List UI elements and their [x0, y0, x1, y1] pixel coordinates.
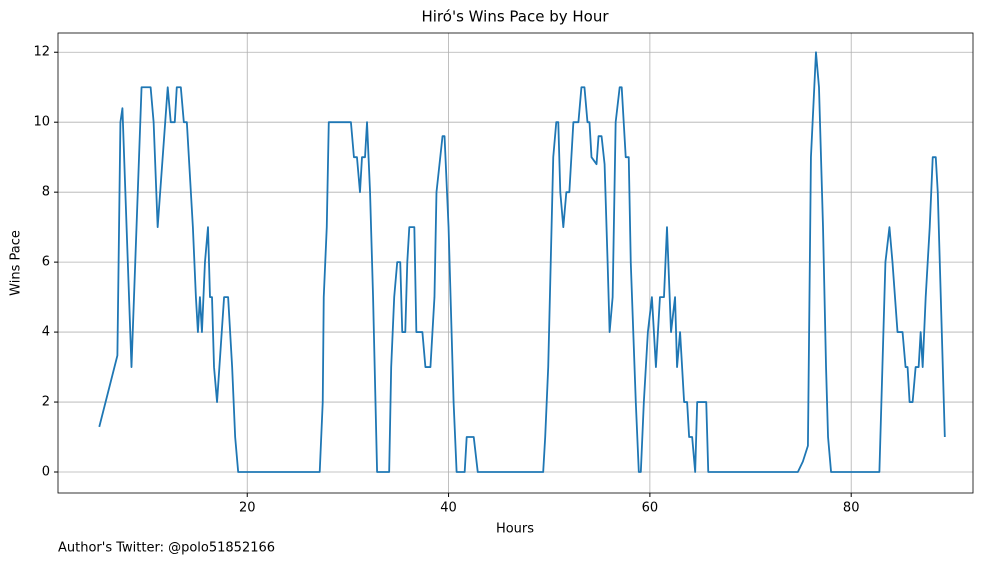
- y-tick-label: 12: [33, 45, 50, 60]
- x-tick-label: 80: [843, 501, 860, 516]
- y-tick-label: 10: [33, 115, 50, 130]
- y-tick-label: 0: [42, 465, 50, 480]
- plot-frame: [57, 32, 974, 494]
- x-tick-label: 60: [642, 501, 659, 516]
- y-tick-label: 8: [42, 185, 50, 200]
- x-axis-label: Hours: [496, 522, 534, 537]
- data-line: [98, 51, 946, 473]
- chart-title: Hiró's Wins Pace by Hour: [421, 8, 609, 26]
- x-tick-label: 20: [239, 501, 256, 516]
- y-tick-label: 6: [42, 255, 50, 270]
- x-tick-label: 40: [440, 501, 457, 516]
- author-note: Author's Twitter: @polo51852166: [58, 541, 275, 556]
- y-tick-label: 2: [42, 395, 50, 410]
- y-axis-label: Wins Pace: [9, 230, 24, 296]
- y-tick-label: 4: [42, 325, 50, 340]
